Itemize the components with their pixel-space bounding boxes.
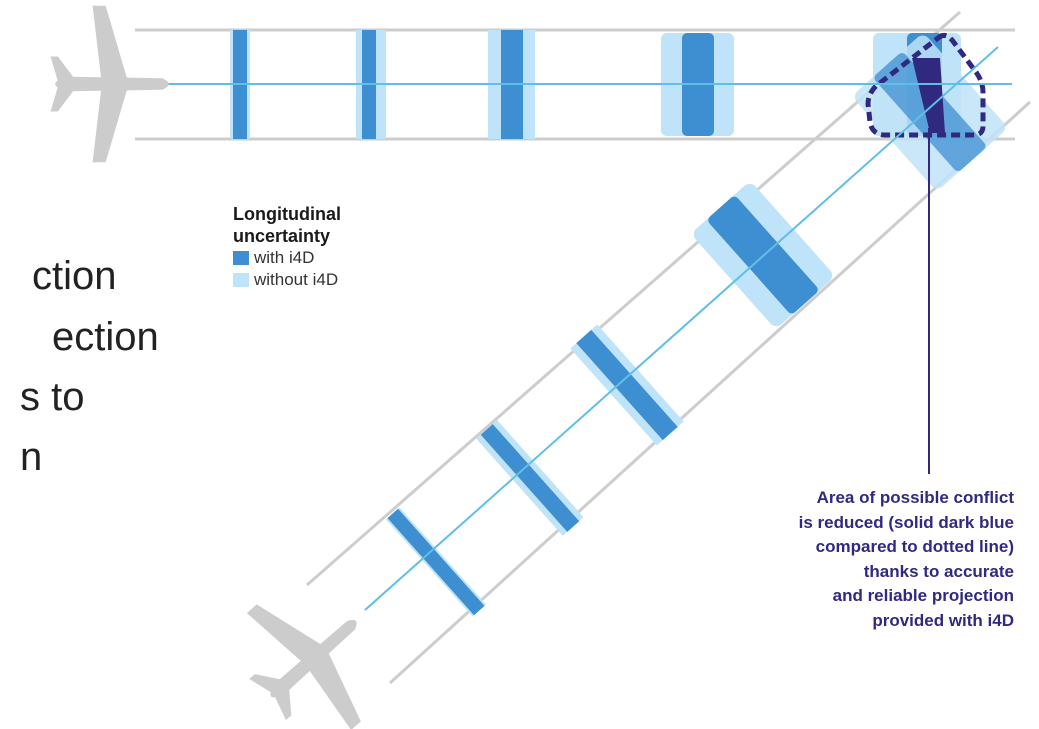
conflict-area-dotted-outline	[865, 32, 986, 138]
legend-item-with-i4d: with i4D	[233, 247, 403, 269]
legend-title-line-2: uncertainty	[233, 226, 331, 246]
legend-swatch-with-i4d	[233, 251, 249, 265]
diagonal-box-1-with	[387, 508, 485, 616]
callout-line-4: thanks to accurate	[863, 561, 1014, 581]
diagonal-track-edge-lower	[388, 100, 1032, 685]
diagonal-box-2-with	[480, 424, 580, 532]
horizontal-track	[135, 28, 1015, 141]
partial-text-line-4: n	[20, 435, 43, 479]
legend: Longitudinal uncertainty with i4D withou…	[233, 203, 403, 291]
callout-line-2: is reduced (solid dark blue	[798, 512, 1014, 532]
partial-text-line-1: ction	[32, 254, 117, 298]
reduced-conflict-area	[912, 58, 945, 133]
conflict-callout: Area of possible conflict is reduced (so…	[674, 486, 1014, 633]
legend-swatch-without-i4d	[233, 273, 249, 287]
diagonal-track	[306, 10, 1032, 685]
diagonal-track-centerline	[364, 46, 999, 611]
callout-line-1: Area of possible conflict	[816, 488, 1014, 507]
callout-line-3: compared to dotted line)	[815, 537, 1014, 556]
legend-label-with-i4d: with i4D	[254, 248, 315, 267]
callout-line-5: and reliable projection	[832, 586, 1014, 605]
airplane-diagonal-icon	[215, 562, 408, 729]
legend-label-without-i4d: without i4D	[254, 270, 339, 289]
partial-text-line-2: ection	[52, 315, 159, 359]
diagonal-box-3-with	[576, 329, 678, 441]
legend-title-line-1: Longitudinal	[233, 204, 341, 224]
diagonal-track-edge-upper	[306, 10, 961, 587]
callout-line-6: provided with i4D	[872, 610, 1014, 630]
legend-item-without-i4d: without i4D	[233, 269, 403, 291]
partial-text-line-3: s to	[20, 375, 85, 419]
